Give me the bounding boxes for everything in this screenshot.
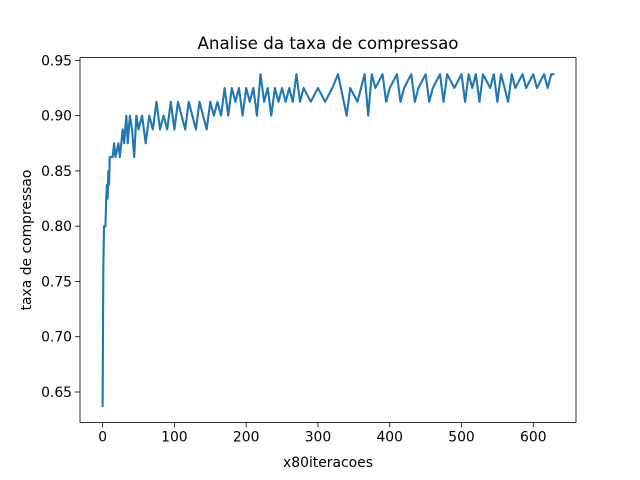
x-tick-label: 100 bbox=[161, 429, 188, 445]
x-tick-label: 600 bbox=[520, 429, 547, 445]
plot-frame bbox=[79, 57, 577, 423]
y-tick-label: 0.75 bbox=[41, 274, 72, 290]
y-tick-label: 0.80 bbox=[41, 219, 72, 235]
x-tick-label: 200 bbox=[233, 429, 260, 445]
x-axis-label: x80iteracoes bbox=[283, 455, 373, 471]
y-tick-label: 0.90 bbox=[41, 109, 72, 125]
data-line bbox=[101, 73, 555, 407]
y-tick-label: 0.95 bbox=[41, 53, 72, 69]
y-tick-label: 0.70 bbox=[41, 330, 72, 346]
y-tick-label: 0.65 bbox=[41, 385, 72, 401]
x-tick-label: 300 bbox=[305, 429, 332, 445]
x-tick-label: 0 bbox=[98, 429, 107, 445]
chart-title: Analise da taxa de compressao bbox=[197, 33, 458, 53]
y-axis-label: taxa de compressao bbox=[19, 170, 35, 311]
x-tick-label: 500 bbox=[448, 429, 475, 445]
y-tick-label: 0.85 bbox=[41, 164, 72, 180]
x-tick-label: 400 bbox=[376, 429, 403, 445]
